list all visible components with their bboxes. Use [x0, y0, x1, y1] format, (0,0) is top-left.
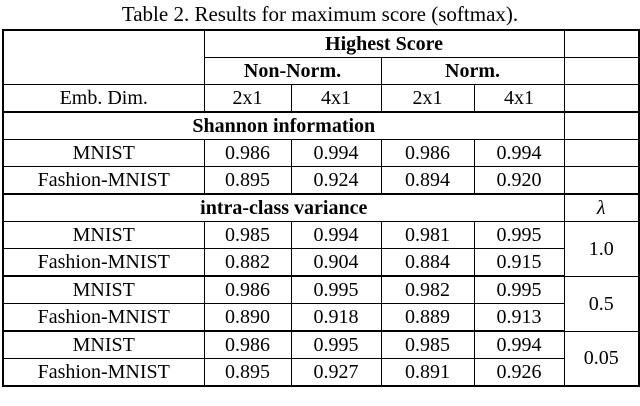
value-cell: 0.884: [380, 248, 475, 277]
section-header-shannon: Shannon information: [2, 111, 640, 140]
corner-empty-cell: [2, 29, 205, 85]
header-row-3: Emb. Dim. 2x1 4x1 2x1 4x1: [2, 84, 640, 113]
header-norm: Norm.: [380, 57, 565, 85]
empty-cell: [563, 57, 640, 85]
empty-cell: [563, 29, 640, 58]
value-cell: 0.926: [473, 358, 565, 387]
lambda-value-cell: 0.05: [563, 330, 640, 387]
table-caption: Table 2. Results for maximum score (soft…: [121, 2, 519, 26]
value-cell: 0.889: [380, 303, 475, 332]
value-cell: 0.986: [380, 139, 475, 167]
table-row-shannon-mnist: MNIST 0.986 0.994 0.986 0.994: [2, 139, 640, 167]
empty-cell: [563, 111, 640, 140]
dataset-cell: MNIST: [2, 275, 205, 304]
dataset-cell: Fashion-MNIST: [2, 166, 205, 195]
table-row-intra-3-mnist: MNIST 0.986 0.995 0.985 0.994 0.05: [2, 330, 640, 387]
value-cell: 0.995: [473, 221, 565, 249]
dataset-cell: Fashion-MNIST: [2, 303, 205, 332]
value-cell: 0.995: [290, 275, 382, 304]
lambda-value-cell: 0.5: [563, 275, 640, 332]
lambda-symbol: λ: [563, 193, 640, 222]
value-cell: 0.882: [203, 248, 292, 277]
empty-cell: [563, 84, 640, 113]
header-dim-2x1: 2x1: [380, 84, 475, 113]
value-cell: 0.986: [203, 275, 292, 304]
value-cell: 0.995: [290, 330, 382, 359]
value-cell: 0.982: [380, 275, 475, 304]
value-cell: 0.985: [380, 330, 475, 359]
value-cell: 0.913: [473, 303, 565, 332]
dataset-cell: MNIST: [2, 330, 205, 359]
value-cell: 0.994: [290, 139, 382, 167]
dataset-cell: MNIST: [2, 221, 205, 249]
value-cell: 0.924: [290, 166, 382, 195]
header-non-norm: Non-Norm.: [203, 57, 382, 85]
value-cell: 0.981: [380, 221, 475, 249]
value-cell: 0.994: [290, 221, 382, 249]
section-title-intra: intra-class variance: [2, 193, 565, 222]
table-row-shannon-fashion: Fashion-MNIST 0.895 0.924 0.894 0.920: [2, 166, 640, 195]
lambda-value-cell: 1.0: [563, 221, 640, 277]
value-cell: 0.895: [203, 358, 292, 387]
value-cell: 0.904: [290, 248, 382, 277]
value-cell: 0.895: [203, 166, 292, 195]
empty-cell: [563, 166, 640, 195]
value-cell: 0.927: [290, 358, 382, 387]
value-cell: 0.920: [473, 166, 565, 195]
value-cell: 0.986: [203, 330, 292, 359]
value-cell: 0.994: [473, 330, 565, 359]
dataset-cell: Fashion-MNIST: [2, 248, 205, 277]
table-row-intra-2-fashion: Fashion-MNIST 0.890 0.918 0.889 0.913: [2, 303, 639, 332]
value-cell: 0.995: [473, 275, 565, 304]
header-dim-4x1: 4x1: [290, 84, 382, 113]
section-title-shannon: Shannon information: [2, 111, 565, 140]
empty-cell: [563, 139, 640, 167]
results-table: Highest Score Non-Norm. Norm. Emb. Dim. …: [2, 29, 640, 387]
table-row-intra-2-mnist: MNIST 0.986 0.995 0.982 0.995 0.5: [2, 275, 640, 332]
table-row-intra-1-mnist: MNIST 0.985 0.994 0.981 0.995 1.0: [2, 221, 640, 277]
dataset-cell: MNIST: [2, 139, 205, 167]
header-highest-score: Highest Score: [203, 29, 565, 58]
value-cell: 0.891: [380, 358, 475, 387]
value-cell: 0.994: [473, 139, 565, 167]
dataset-cell: Fashion-MNIST: [2, 358, 205, 387]
table-row-intra-3-fashion: Fashion-MNIST 0.895 0.927 0.891 0.926: [2, 358, 639, 387]
value-cell: 0.915: [473, 248, 565, 277]
header-dim-2x1: 2x1: [203, 84, 292, 113]
value-cell: 0.890: [203, 303, 292, 332]
header-emb-dim: Emb. Dim.: [2, 84, 205, 113]
value-cell: 0.986: [203, 139, 292, 167]
section-header-intra: intra-class variance λ: [2, 193, 640, 222]
table-row-intra-1-fashion: Fashion-MNIST 0.882 0.904 0.884 0.915: [2, 248, 639, 277]
value-cell: 0.985: [203, 221, 292, 249]
value-cell: 0.918: [290, 303, 382, 332]
header-row-1: Highest Score: [2, 29, 640, 85]
value-cell: 0.894: [380, 166, 475, 195]
header-dim-4x1: 4x1: [473, 84, 565, 113]
header-row-2: Non-Norm. Norm.: [3, 57, 640, 85]
